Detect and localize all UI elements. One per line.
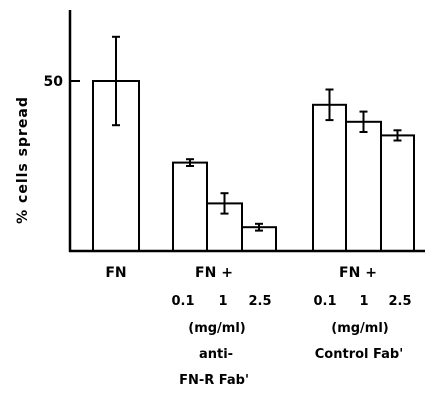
dose-label: 2.5 (388, 294, 411, 309)
bars-layer (92, 35, 415, 253)
error-bar (325, 88, 334, 122)
axes-layer (68, 10, 425, 253)
error-bar (220, 192, 229, 215)
dose-label: 0.1 (313, 294, 336, 309)
error-bar (359, 110, 368, 133)
group-label-line: anti- (199, 347, 233, 362)
bar (380, 134, 415, 252)
dose-label: 1 (359, 294, 368, 309)
y-axis-label: % cells spread (15, 96, 31, 224)
ticks-layer: 50 (44, 74, 80, 90)
x-label-fn: FN (105, 265, 126, 281)
bar (312, 103, 347, 252)
dose-label: 0.1 (171, 294, 194, 309)
error-bar (255, 222, 263, 232)
y-tick-label: 50 (44, 74, 64, 90)
x-label-fn-plus-control: FN + (339, 265, 377, 281)
group-label-line: FN-R Fab' (179, 373, 249, 388)
bar (345, 120, 382, 252)
dose-label: 1 (218, 294, 227, 309)
error-bar (393, 129, 402, 142)
bar (172, 161, 208, 253)
dose-label: 2.5 (248, 294, 271, 309)
error-bar (112, 35, 120, 127)
x-label-fn-plus-anti: FN + (195, 265, 233, 281)
group-label-line: Control Fab' (315, 347, 403, 362)
unit-label: (mg/ml) (188, 321, 245, 336)
unit-label: (mg/ml) (331, 321, 388, 336)
error-bar (186, 158, 194, 167)
